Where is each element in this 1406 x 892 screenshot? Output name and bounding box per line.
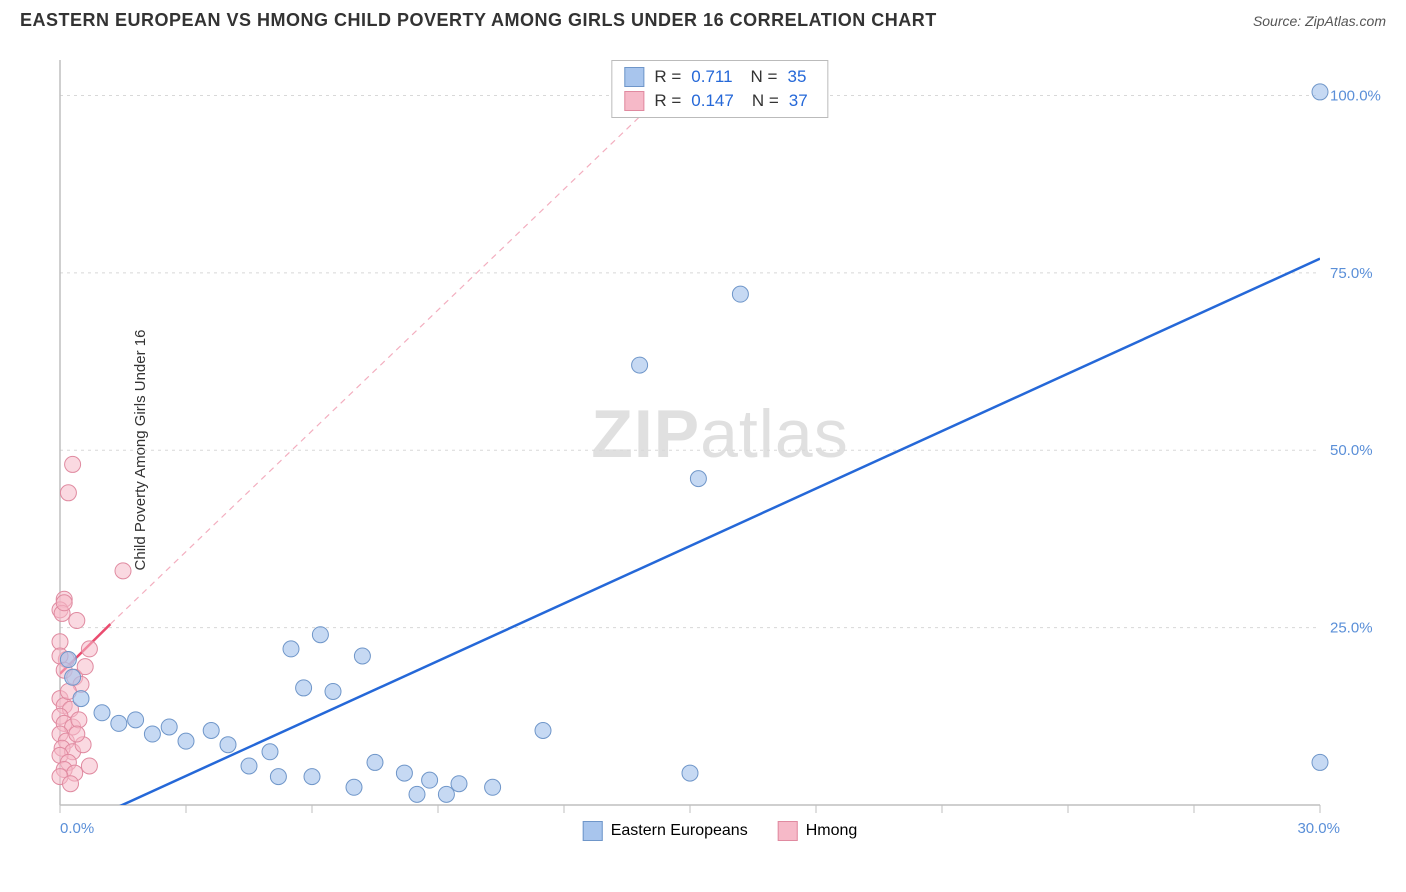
legend-item-1: Hmong: [778, 821, 858, 841]
source-name: ZipAtlas.com: [1305, 13, 1386, 29]
source-label: Source:: [1253, 13, 1305, 29]
svg-text:25.0%: 25.0%: [1330, 620, 1373, 637]
svg-text:75.0%: 75.0%: [1330, 265, 1373, 282]
stats-row: R = 0.147 N = 37: [624, 89, 815, 113]
legend-label-0: Eastern Europeans: [611, 822, 748, 840]
svg-text:50.0%: 50.0%: [1330, 442, 1373, 459]
legend-label-1: Hmong: [806, 822, 858, 840]
svg-text:100.0%: 100.0%: [1330, 87, 1381, 104]
stat-n-label: N =: [752, 91, 779, 111]
stat-r-value-0: 0.711: [691, 67, 732, 87]
stat-n-value-0: 35: [787, 67, 806, 87]
stat-n-value-1: 37: [789, 91, 808, 111]
svg-text:0.0%: 0.0%: [60, 820, 94, 837]
stats-row: R = 0.711 N = 35: [624, 65, 815, 89]
series-swatch-1: [624, 91, 644, 111]
legend-swatch-0: [583, 821, 603, 841]
correlation-stats-box: R = 0.711 N = 35 R = 0.147 N = 37: [611, 60, 828, 118]
svg-text:30.0%: 30.0%: [1297, 820, 1340, 837]
legend-swatch-1: [778, 821, 798, 841]
stat-r-value-1: 0.147: [691, 91, 734, 111]
series-swatch-0: [624, 67, 644, 87]
stat-n-label: N =: [751, 67, 778, 87]
source-attribution: Source: ZipAtlas.com: [1253, 13, 1386, 29]
page-title: EASTERN EUROPEAN VS HMONG CHILD POVERTY …: [20, 10, 937, 31]
legend-item-0: Eastern Europeans: [583, 821, 748, 841]
chart-container: Child Poverty Among Girls Under 16 ZIPat…: [50, 55, 1390, 845]
scatter-plot: 25.0% 50.0% 75.0% 100.0% 0.0% 30.0%: [50, 55, 1390, 845]
stat-r-label: R =: [654, 67, 681, 87]
legend: Eastern Europeans Hmong: [583, 821, 858, 841]
stat-r-label: R =: [654, 91, 681, 111]
